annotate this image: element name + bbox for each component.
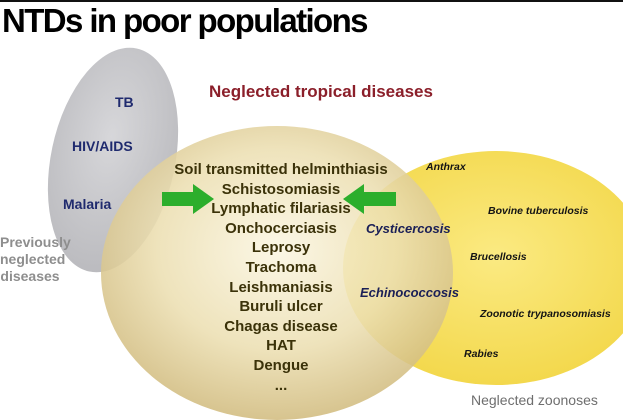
list-item: Leprosy xyxy=(251,239,311,257)
zoonosis-brucellosis: Brucellosis xyxy=(470,251,527,263)
list-item: ... xyxy=(274,376,288,394)
previously-neglected-label: Previously neglected diseases xyxy=(0,234,71,285)
overlap-disease-cysticercosis: Cysticercosis xyxy=(366,221,451,236)
overlap-disease-echinococcosis: Echinococcosis xyxy=(360,285,459,300)
list-item: Onchocerciasis xyxy=(225,219,337,237)
list-item: Dengue xyxy=(253,356,309,374)
neglected-zoonoses-label: Neglected zoonoses xyxy=(471,392,598,408)
disease-hiv-aids: HIV/AIDS xyxy=(72,138,133,154)
list-item: Chagas disease xyxy=(224,317,338,335)
list-item: Trachoma xyxy=(245,258,317,276)
list-item: Lymphatic filariasis xyxy=(211,200,351,218)
ntd-heading: Neglected tropical diseases xyxy=(209,82,433,101)
disease-tb: TB xyxy=(115,94,134,110)
page-title: NTDs in poor populations xyxy=(2,2,369,39)
zoonosis-zoonotic-trypanosomiasis: Zoonotic trypanosomiasis xyxy=(480,308,611,320)
zoonosis-rabies: Rabies xyxy=(464,348,499,360)
arrow-left-icon xyxy=(343,184,396,214)
arrow-right-icon xyxy=(162,184,214,214)
list-item: Buruli ulcer xyxy=(239,298,323,316)
label-line: diseases xyxy=(0,268,60,284)
ntd-disease-list: Soil transmitted helminthiasis Schistoso… xyxy=(170,160,392,395)
top-rule xyxy=(0,0,623,2)
label-line: neglected xyxy=(0,251,66,267)
list-item: Leishmaniasis xyxy=(229,278,333,296)
zoonosis-anthrax: Anthrax xyxy=(426,161,466,173)
list-item: Soil transmitted helminthiasis xyxy=(174,161,388,178)
list-item: Schistosomiasis xyxy=(221,180,341,198)
zoonosis-bovine-tuberculosis: Bovine tuberculosis xyxy=(488,205,589,217)
list-item: HAT xyxy=(266,337,296,355)
label-line: Previously xyxy=(0,234,71,250)
disease-malaria: Malaria xyxy=(63,196,112,212)
